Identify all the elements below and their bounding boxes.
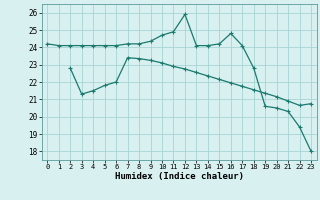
X-axis label: Humidex (Indice chaleur): Humidex (Indice chaleur)	[115, 172, 244, 181]
